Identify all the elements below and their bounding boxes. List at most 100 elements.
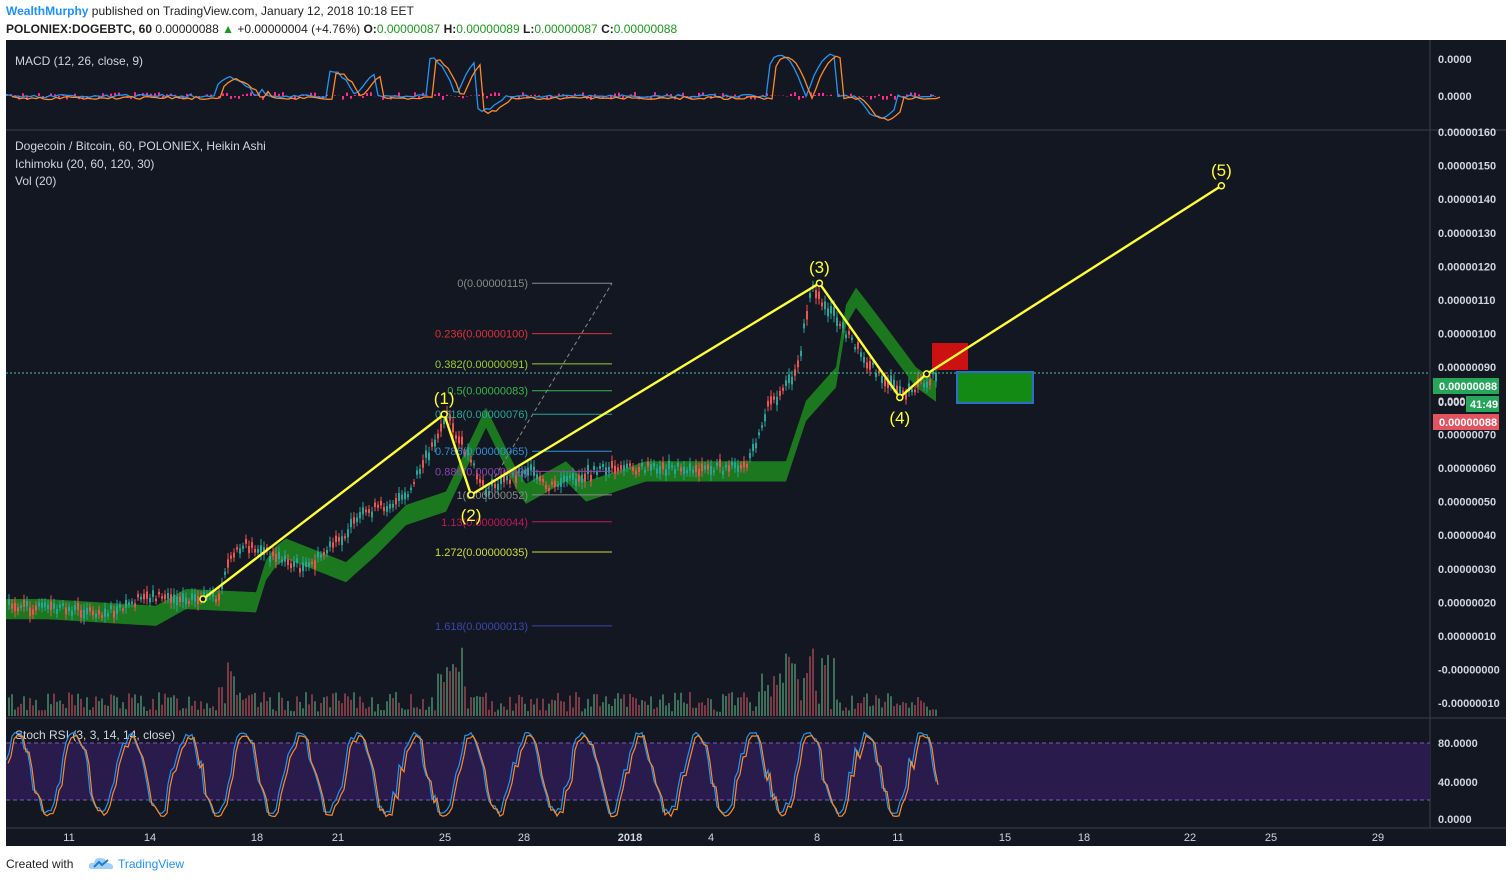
candle-body <box>839 323 841 326</box>
candle-body <box>287 559 289 565</box>
candle-body <box>881 375 883 384</box>
volume-bar <box>653 708 655 716</box>
time-axis-tick: 22 <box>1184 832 1196 844</box>
volume-bar <box>128 693 130 716</box>
macd-histogram-bar <box>702 92 704 96</box>
volume-bar <box>320 702 322 716</box>
volume-bar <box>887 693 889 716</box>
macd-histogram-bar <box>526 96 528 99</box>
candle-body <box>23 600 25 607</box>
candle-body <box>113 610 115 618</box>
candle-body <box>71 610 73 616</box>
macd-histogram-bar <box>130 96 132 100</box>
macd-histogram-bar <box>182 96 184 100</box>
macd-histogram-bar <box>498 92 500 96</box>
tradingview-link[interactable]: TradingView <box>118 857 185 871</box>
volume-bar <box>476 696 478 716</box>
volume-bar <box>695 707 697 716</box>
candle-body <box>284 555 286 562</box>
candle-body <box>86 607 88 615</box>
stoch-rsi-pane[interactable]: Stoch RSI (3, 3, 14, 14, close) 80.0000 … <box>5 728 1478 826</box>
macd-histogram-bar <box>766 93 768 96</box>
fib-level-label: 0(0.00000115) <box>457 278 528 290</box>
volume-bar <box>164 693 166 716</box>
time-axis[interactable]: 11 14 18 21 25 28 2018 4 8 11 15 18 22 25 29 <box>63 832 1384 844</box>
chart-svg[interactable]: MACD (12, 26, close, 9) 0.0000 0.0000 0(… <box>5 40 1506 846</box>
volume-bar <box>323 697 325 716</box>
candle-body <box>347 529 349 538</box>
volume-bar <box>677 700 679 716</box>
macd-histogram-bar <box>342 96 344 100</box>
volume-bar <box>881 707 883 716</box>
volume-bar <box>173 695 175 716</box>
macd-pane[interactable]: MACD (12, 26, close, 9) 0.0000 0.0000 <box>5 53 1472 122</box>
price-axis[interactable]: 0.00000160 0.00000150 0.00000140 0.00000130… <box>1438 127 1500 710</box>
macd-histogram-bar <box>298 96 300 98</box>
volume-bar <box>659 699 661 716</box>
low-value: 0.00000087 <box>534 22 598 36</box>
macd-histogram-bar <box>558 93 560 96</box>
macd-histogram-bar <box>910 92 912 96</box>
candle-body <box>833 306 835 316</box>
candle-body <box>668 460 670 470</box>
macd-histogram-bar <box>150 93 152 96</box>
price-axis-tick: 0.00000010 <box>1438 631 1496 643</box>
volume-bar <box>884 701 886 716</box>
candle-body <box>80 610 82 618</box>
volume-bar <box>83 707 85 716</box>
main-price-pane[interactable]: 0(0.00000115) 0.236(0.00000100) 0.382(0.00… <box>6 127 1500 716</box>
candle-body <box>245 538 247 544</box>
volume-bar <box>137 703 139 716</box>
candle-body <box>905 393 907 400</box>
volume-bar <box>122 702 124 716</box>
chart-area[interactable]: MACD (12, 26, close, 9) 0.0000 0.0000 0(… <box>5 40 1506 846</box>
candle-body <box>680 467 682 472</box>
volume-bar <box>596 694 598 716</box>
volume-bar <box>611 705 613 716</box>
volume-bar <box>290 710 292 716</box>
candle-body <box>125 599 127 608</box>
candle-body <box>383 507 385 512</box>
volume-bar <box>917 697 919 716</box>
fib-level-label: 0.786(0.00000065) <box>435 446 528 458</box>
volume-bar <box>263 692 265 716</box>
volume-bar <box>665 705 667 716</box>
candle-body <box>368 509 370 513</box>
candle-body <box>854 347 856 350</box>
macd-histogram-bar <box>830 94 832 96</box>
candle-body <box>872 362 874 365</box>
macd-histogram-bar <box>66 96 68 100</box>
price-axis-tick: 0.00000120 <box>1438 261 1496 273</box>
volume-bar <box>905 703 907 716</box>
macd-histogram-bar <box>566 96 568 98</box>
volume-bar <box>845 707 847 716</box>
volume-bar <box>521 696 523 716</box>
candle-body <box>830 306 832 314</box>
candle-body <box>167 593 169 599</box>
candle-body <box>524 470 526 475</box>
macd-histogram-bar <box>682 92 684 96</box>
time-axis-tick: 11 <box>63 832 74 844</box>
candle-body <box>671 465 673 468</box>
candle-body <box>359 512 361 519</box>
candle-body <box>59 604 61 608</box>
volume-bar <box>470 697 472 716</box>
candle-body <box>632 466 634 471</box>
macd-histogram-bar <box>930 94 932 96</box>
candle-body <box>437 433 439 439</box>
candle-body <box>875 373 877 377</box>
macd-histogram-bar <box>370 92 372 96</box>
candle-body <box>674 469 676 474</box>
candle-body <box>809 293 811 299</box>
candle-body <box>119 604 121 608</box>
author-link[interactable]: WealthMurphy <box>6 4 89 18</box>
fib-level-label: 1.13(0.00000044) <box>441 517 528 529</box>
candle-body <box>824 301 826 310</box>
published-text: published on TradingView.com, January 12… <box>91 4 414 18</box>
volume-bar <box>56 701 58 716</box>
volume-bar <box>539 710 541 716</box>
candle-body <box>26 601 28 607</box>
candle-body <box>74 605 76 611</box>
macd-histogram-bar <box>698 92 700 96</box>
volume-bar <box>602 702 604 716</box>
